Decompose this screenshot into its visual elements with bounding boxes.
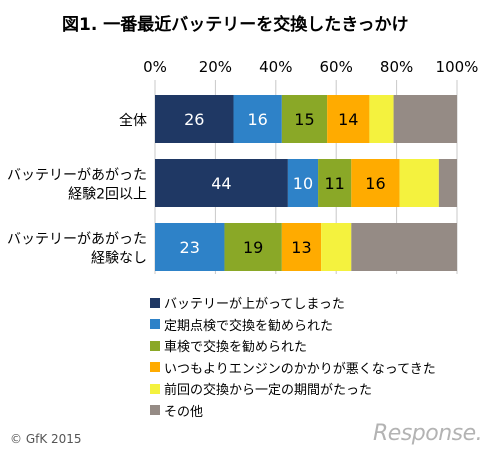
bar-segment (369, 95, 394, 143)
bar-segment (233, 95, 282, 143)
legend-swatch (150, 405, 160, 416)
data-label: 16 (365, 174, 385, 193)
data-label: 15 (294, 110, 314, 129)
data-label: 11 (325, 174, 345, 193)
bar-segment (399, 159, 439, 207)
x-tick-label: 20% (199, 58, 232, 76)
legend-swatch (150, 297, 160, 308)
data-label: 16 (248, 110, 268, 129)
data-label: 26 (184, 110, 204, 129)
legend-swatch (150, 362, 160, 373)
bar-segment (281, 95, 328, 143)
data-label: 19 (243, 238, 263, 257)
legend-item: いつもよりエンジンのかかりが悪くなってきた (150, 357, 436, 379)
legend-item: 定期点検で交換を勧められた (150, 314, 436, 336)
bars (155, 95, 457, 271)
legend-label: バッテリーが上がってしまった (164, 297, 345, 313)
legend-label: 車検で交換を勧められた (164, 340, 308, 356)
legend-swatch (150, 383, 160, 394)
x-tick-label: 60% (320, 58, 353, 76)
stacked-bar-chart: 26 16 15 14 44 10 11 16 23 19 13 0% 20% 40% 60% 80% 100… (7, 58, 478, 274)
bar-segment (393, 95, 457, 143)
bar-segment (155, 159, 288, 207)
bar-segment (281, 223, 322, 271)
bar-segment (287, 159, 319, 207)
category-label: 全体 (119, 112, 147, 129)
brand-watermark: Response. (373, 421, 483, 446)
bar-segment (318, 159, 352, 207)
category-label: バッテリーがあがった (7, 232, 147, 248)
legend-item: 車検で交換を勧められた (150, 335, 436, 357)
category-label: 経験2回以上 (68, 187, 147, 203)
legend-swatch (150, 340, 160, 351)
legend-label: 定期点検で交換を勧められた (164, 318, 334, 334)
bar-segment (351, 159, 400, 207)
bar-segment (224, 223, 282, 271)
legend-label: その他 (164, 404, 204, 420)
bar-segment (438, 159, 457, 207)
bar-segment (155, 95, 234, 143)
category-label: 経験なし (91, 251, 147, 267)
data-labels: 26 16 15 14 44 10 11 16 23 19 13 (180, 110, 386, 257)
x-tick-label: 100% (436, 58, 479, 76)
chart-title: 図1. 一番最近バッテリーを交換したきっかけ (62, 15, 409, 35)
category-label: バッテリーがあがった (7, 168, 147, 184)
legend: バッテリーが上がってしまった 定期点検で交換を勧められた 車検で交換を勧められたいつ… (150, 292, 436, 421)
x-tick-label: 0% (143, 58, 167, 76)
data-label: 10 (293, 174, 313, 193)
x-axis-ticks: 0% 20% 40% 60% 80% 100% (143, 58, 478, 76)
x-tick-label: 80% (380, 58, 413, 76)
copyright-text: © GfK 2015 (10, 432, 82, 446)
bar-segment (327, 95, 370, 143)
bar-segment (155, 223, 225, 271)
data-label: 13 (291, 238, 311, 257)
legend-label: 前回の交換から一定の期間がたった (164, 383, 373, 399)
data-label: 44 (211, 174, 231, 193)
legend-item: その他 (150, 400, 436, 422)
legend-label: いつもよりエンジンのかかりが悪くなってきた (164, 361, 436, 377)
data-label: 23 (180, 238, 200, 257)
bar-segment (321, 223, 352, 271)
data-label: 14 (338, 110, 358, 129)
legend-item: 前回の交換から一定の期間がたった (150, 378, 436, 400)
x-tick-label: 40% (259, 58, 292, 76)
bar-segment (351, 223, 457, 271)
legend-swatch (150, 319, 160, 330)
legend-item: バッテリーが上がってしまった (150, 292, 436, 314)
